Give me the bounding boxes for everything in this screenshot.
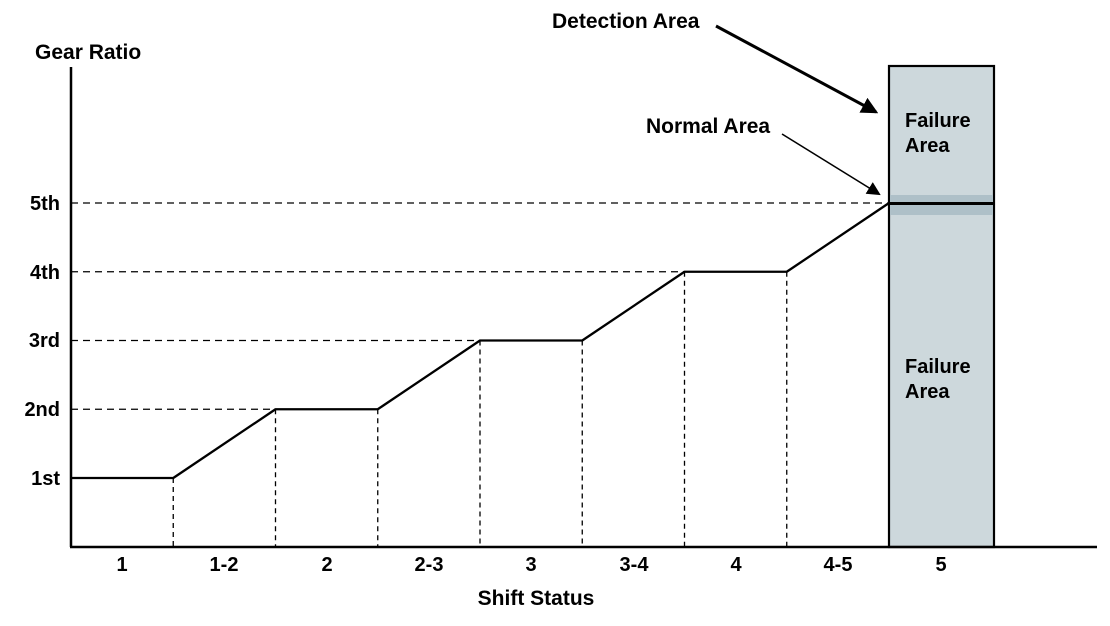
y-tick-1st: 1st: [31, 468, 60, 490]
normal-area-arrow: [781, 133, 881, 196]
x-tick-1-2: 1-2: [210, 554, 239, 576]
x-tick-4: 4: [730, 554, 742, 576]
x-tick-3: 3: [525, 554, 536, 576]
failure-area-bottom-label-line2: Area: [905, 381, 950, 403]
y-axis-title: Gear Ratio: [35, 41, 141, 64]
failure-area-top-label-line2: Area: [905, 135, 950, 157]
x-tick-2-3: 2-3: [415, 554, 444, 576]
x-tick-3-4: 3-4: [620, 554, 650, 576]
normal-area-label: Normal Area: [646, 115, 770, 138]
y-tick-5th: 5th: [30, 193, 60, 215]
x-tick-2: 2: [321, 554, 332, 576]
x-tick-5: 5: [935, 554, 946, 576]
y-tick-4th: 4th: [30, 262, 60, 284]
detection-area-arrow: [715, 24, 879, 114]
x-axis-title: Shift Status: [478, 587, 595, 610]
plot-dynamic: [71, 202, 890, 547]
x-tick-1: 1: [116, 554, 127, 576]
x-tick-4-5: 4-5: [824, 554, 853, 576]
failure-area-box: [887, 64, 996, 549]
gear-ratio-profile-line: [71, 202, 890, 480]
detection-area-label: Detection Area: [552, 10, 700, 33]
y-tick-3rd: 3rd: [29, 330, 60, 352]
failure-area-rect: [887, 64, 996, 549]
failure-area-bottom-label-line1: Failure: [905, 356, 971, 378]
y-tick-2nd: 2nd: [24, 399, 60, 421]
failure-area-top-label-line1: Failure: [905, 110, 971, 132]
